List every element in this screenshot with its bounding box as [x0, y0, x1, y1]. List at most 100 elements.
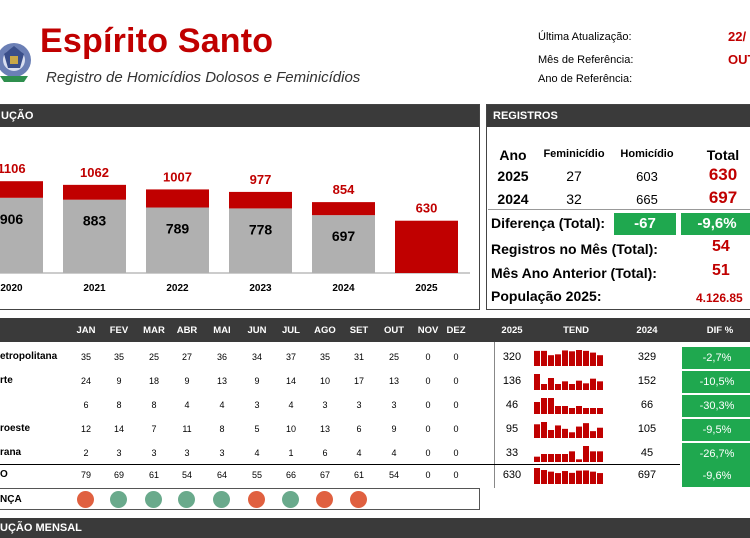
month-cell: 13 [388, 376, 399, 386]
month-cell: 69 [113, 470, 124, 480]
bar-total-label: 1062 [80, 165, 109, 180]
cell-2025: 46 [505, 399, 519, 411]
registros-row-2024-ano: 2024 [497, 191, 529, 207]
sparkline-bar [548, 471, 554, 484]
trend-sparkline [534, 374, 603, 390]
sparkline-bar [583, 383, 589, 390]
registros-mes-label: Registros no Mês (Total): [491, 241, 658, 257]
month-cell: 3 [391, 400, 397, 410]
month-cell: 4 [356, 448, 362, 458]
sparkline-bar [534, 402, 540, 414]
sparkline-bar [590, 471, 596, 484]
total-row-divider [0, 464, 680, 465]
bar-segment-red [146, 189, 209, 208]
sparkline-bar [569, 472, 575, 484]
x-axis-tick-label: 2024 [332, 283, 355, 294]
col-2025-header: 2025 [501, 325, 523, 336]
month-cell: 0 [453, 448, 459, 458]
month-cell: 0 [425, 470, 431, 480]
sparkline-bar [548, 398, 554, 414]
sparkline-bar [576, 380, 582, 390]
month-cell: 5 [254, 424, 260, 434]
bar-total-label: 1007 [163, 169, 192, 184]
bar-total-label: 630 [416, 201, 438, 216]
month-cell: 7 [151, 424, 157, 434]
month-cell: 61 [148, 470, 159, 480]
month-cell: 34 [251, 352, 262, 362]
registros-header-homicidio: Homicídio [620, 148, 674, 160]
registros-row-2025-homicidio: 603 [636, 169, 658, 184]
month-cell: 3 [151, 448, 157, 458]
month-cell: 9 [184, 376, 190, 386]
bar-total-label: 977 [250, 172, 272, 187]
bar-segment-red [229, 191, 292, 209]
bar-segment-gray [229, 208, 292, 273]
col-2024-header: 2024 [636, 325, 658, 336]
sparkline-bar [541, 398, 547, 414]
sparkline-bar [541, 384, 547, 390]
month-cell: 4 [391, 448, 397, 458]
month-cell: 0 [453, 424, 459, 434]
bar-total-label: 1106 [0, 161, 26, 176]
month-cell: 12 [80, 424, 91, 434]
sparkline-bar [562, 350, 568, 366]
month-cell: 9 [391, 424, 397, 434]
month-cell: 0 [425, 400, 431, 410]
month-header-ago: AGO [314, 325, 336, 336]
sparkline-bar [534, 424, 540, 438]
sparkline-bar [555, 354, 561, 366]
month-cell: 6 [356, 424, 362, 434]
month-cell: 25 [388, 352, 399, 362]
month-cell: 4 [184, 400, 190, 410]
mes-ano-anterior-value: 51 [712, 262, 730, 279]
month-cell: 0 [453, 400, 459, 410]
month-header-mar: MAR [143, 325, 165, 336]
sparkline-bar [583, 446, 589, 462]
sparkline-bar [590, 352, 596, 366]
page-subtitle: Registro de Homicídios Dolosos e Feminic… [46, 69, 361, 86]
reference-year-label: Ano de Referência: [538, 73, 633, 85]
sparkline-bar [597, 427, 603, 438]
month-cell: 27 [181, 352, 192, 362]
month-header-out: OUT [383, 325, 405, 336]
sparkline-bar [562, 406, 568, 414]
month-cell: 14 [285, 376, 296, 386]
trend-sparkline [534, 468, 603, 484]
sparkline-bar [569, 432, 575, 438]
sparkline-bar [597, 451, 603, 462]
registros-header-total: Total [706, 147, 740, 163]
region-name: rana [0, 447, 22, 458]
diferenca-abs-badge: -67 [614, 213, 676, 235]
month-cell: 8 [116, 400, 122, 410]
month-cell: 1 [288, 448, 294, 458]
month-cell: 0 [453, 352, 459, 362]
month-cell: 37 [285, 352, 296, 362]
x-axis-tick-label: 2025 [415, 283, 438, 294]
month-cell: 54 [388, 470, 399, 480]
sparkline-bar [548, 454, 554, 462]
month-cell: 36 [216, 352, 227, 362]
month-cell: 64 [216, 470, 227, 480]
bar-segment-red [63, 184, 126, 200]
month-cell: 2 [83, 448, 89, 458]
sparkline-bar [562, 428, 568, 438]
trend-label: NÇA [0, 494, 22, 505]
registros-divider [488, 209, 750, 210]
sparkline-bar [590, 378, 596, 390]
x-axis-tick-label: 2021 [83, 283, 106, 294]
mes-ano-anterior-label: Mês Ano Anterior (Total): [491, 265, 657, 281]
month-cell: 31 [353, 352, 364, 362]
dif-badge: -26,7% [682, 443, 750, 465]
trend-sparkline [534, 422, 603, 438]
evolution-panel-title: UÇÃO [0, 105, 479, 127]
dif-badge: -30,3% [682, 395, 750, 417]
sparkline-bar [534, 468, 540, 484]
sparkline-bar [576, 350, 582, 366]
cell-2025: 630 [502, 469, 522, 481]
registros-panel: REGISTROS [486, 104, 750, 310]
month-header-fev: FEV [109, 325, 129, 336]
sparkline-bar [576, 459, 582, 462]
sparkline-bar [597, 381, 603, 390]
cell-2025: 33 [505, 447, 519, 459]
sparkline-bar [576, 426, 582, 438]
